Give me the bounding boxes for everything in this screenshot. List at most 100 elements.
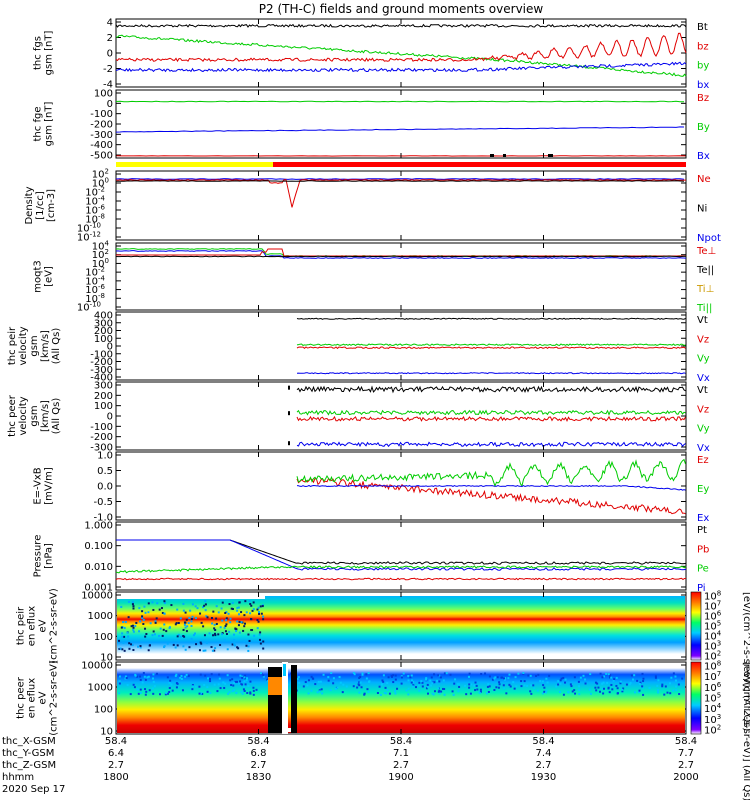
spectrogram-pixel [134, 625, 136, 627]
spectrogram-pixel [148, 649, 150, 651]
spectrogram-pixel [253, 635, 255, 637]
spectrogram-pixel [209, 692, 211, 694]
spectrogram-pixel [152, 634, 154, 636]
spectrogram-pixel [368, 672, 370, 674]
spectrogram-pixel [327, 676, 329, 678]
spectrogram-pixel [444, 694, 446, 696]
spectrogram-pixel [256, 609, 258, 611]
spectrogram-pixel [142, 623, 144, 625]
spectrogram-pixel [617, 687, 619, 689]
spectrogram-pixel [675, 689, 677, 691]
spectrogram-pixel [636, 680, 638, 682]
spectrogram-pixel [205, 609, 207, 611]
spectrogram-pixel [138, 607, 140, 609]
spectrogram-pixel [520, 685, 522, 687]
spectrogram-pixel [160, 628, 162, 630]
series-line [116, 180, 686, 208]
spectrogram-pixel [246, 677, 248, 679]
spectrogram-pixel [537, 674, 539, 676]
spectrogram-pixel [438, 691, 440, 693]
spectrogram-pixel [443, 679, 445, 681]
spectrogram-pixel [524, 680, 526, 682]
legend-Vx: Vx [697, 373, 710, 384]
bottom-col-value: 1800 [103, 772, 128, 783]
spectrogram-pixel [437, 674, 439, 676]
spectrogram-pixel [430, 685, 432, 687]
spectrogram-pixel [260, 605, 262, 607]
spectrogram-pixel [557, 680, 559, 682]
spectrogram-pixel [138, 693, 140, 695]
spectrogram-pixel [235, 630, 237, 632]
spectrogram-pixel [524, 684, 526, 686]
panel-ylabel: thc peirvelocitygsm[km/s](All Qs) [7, 326, 62, 366]
spectrogram-pixel [380, 694, 382, 696]
ytick-label: 0.010 [84, 562, 113, 573]
spectrogram-gap [117, 596, 265, 599]
spectrogram-pixel [241, 691, 243, 693]
spectrogram-pixel [533, 687, 535, 689]
spectrogram-pixel [464, 685, 466, 687]
spectrogram-pixel [244, 600, 246, 602]
spectrogram-pixel [499, 683, 501, 685]
spectrogram-pixel [229, 679, 231, 681]
spectrogram-pixel [353, 685, 355, 687]
spectrogram-pixel [438, 680, 440, 682]
spectrogram-pixel [234, 644, 236, 646]
spectrogram-pixel [568, 691, 570, 693]
status-bar-red [273, 162, 686, 167]
spectrogram-pixel [489, 685, 491, 687]
spectrogram-pixel [401, 683, 403, 685]
spectrogram-pixel [211, 622, 213, 624]
spectrogram-pixel [634, 691, 636, 693]
spectrogram-pixel [261, 613, 263, 615]
spectrogram-pixel [642, 680, 644, 682]
spectrogram-pixel [545, 691, 547, 693]
spectrogram-pixel [446, 672, 448, 674]
spectrogram-pixel [132, 625, 134, 627]
spectrogram-pixel [167, 693, 169, 695]
row-label-z-gsm: thc_Z-GSM [2, 760, 56, 771]
spectrogram-pixel [148, 676, 150, 678]
spectrogram-pixel [167, 676, 169, 678]
spectrogram-pixel [613, 678, 615, 680]
spectrogram-pixel [155, 622, 157, 624]
spectrogram-pixel [225, 625, 227, 627]
spectrogram-pixel [527, 674, 529, 676]
spectrogram-pixel [681, 678, 683, 680]
spectrogram-pixel [383, 674, 385, 676]
spectrogram-pixel [479, 692, 481, 694]
spectrogram-pixel [221, 620, 223, 622]
spectrogram-pixel [118, 640, 120, 642]
spectrogram-pixel [505, 692, 507, 694]
spectrogram-pixel [250, 618, 252, 620]
spectrogram-pixel [182, 645, 184, 647]
spectrogram-pixel [172, 690, 174, 692]
spectrogram-pixel [515, 676, 517, 678]
spectrogram-pixel [206, 642, 208, 644]
spectrogram-pixel [235, 692, 237, 694]
spectrogram-pixel [230, 684, 232, 686]
spectrogram-pixel [253, 608, 255, 610]
spectrogram-pixel [143, 606, 145, 608]
spectrogram-pixel [120, 648, 122, 650]
spectrogram-pixel [262, 641, 264, 643]
spectrogram-pixel [227, 648, 229, 650]
spectrogram-pixel [366, 688, 368, 690]
spectrogram-pixel [122, 642, 124, 644]
spectrogram-pixel [214, 624, 216, 626]
series-line [297, 479, 686, 514]
spectrogram-pixel [228, 613, 230, 615]
spectrogram-pixel [503, 684, 505, 686]
bottom-col-value: 6.4 [108, 748, 124, 759]
spectrogram-pixel [639, 690, 641, 692]
bottom-col-value: 1830 [246, 772, 271, 783]
spectrogram-pixel [140, 689, 142, 691]
series-line [116, 578, 686, 579]
spectrogram-pixel [156, 617, 158, 619]
panel-ylabel: thc peiren efluxeV(cm^2-s-sr-eV) [16, 588, 60, 664]
panel-ylabel: thc fgsgsm [nT] [33, 31, 55, 76]
spectrogram-pixel [323, 674, 325, 676]
spectrogram-pixel [632, 679, 634, 681]
